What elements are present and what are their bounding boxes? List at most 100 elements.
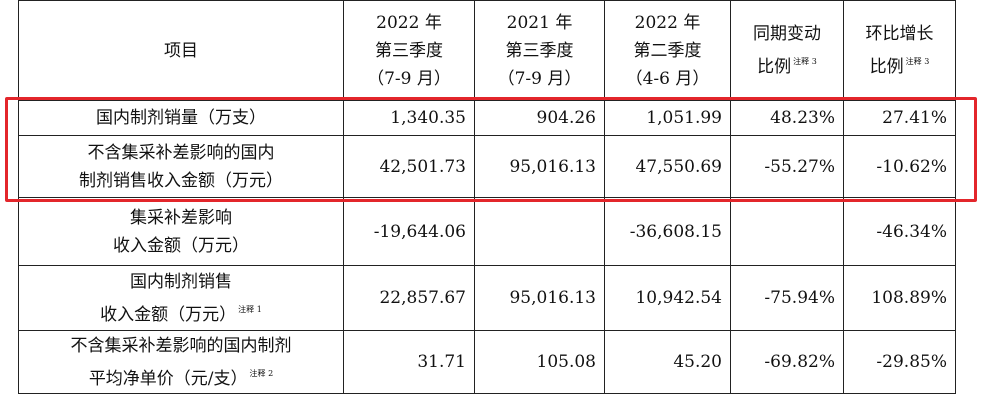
value-text: 95,016.13 xyxy=(509,288,596,308)
value-cell: 95,016.13 xyxy=(474,135,605,198)
value-text: -69.82% xyxy=(764,352,835,372)
header-line-text: 2022 年 xyxy=(634,12,701,33)
header-line: 第三季度 xyxy=(352,37,466,65)
value-cell xyxy=(730,197,844,266)
header-line-text: 项目 xyxy=(164,40,198,61)
header-cell: 2022 年第二季度 （4-6 月） xyxy=(604,0,731,101)
value-cell: 95,016.13 xyxy=(474,265,605,331)
header-line: （7-9 月） xyxy=(352,65,466,93)
header-line-text: （4-6 月） xyxy=(625,68,710,89)
header-line-text: 环比增长 xyxy=(865,24,934,44)
note-mark: 注释 1 xyxy=(238,304,262,314)
label-line: 平均净单价（元/支） 注释 2 xyxy=(27,360,335,393)
label-line-text: 国内制剂销量（万支） xyxy=(96,108,266,128)
header-line-text: 同期变动 xyxy=(753,24,821,44)
value-cell: -36,608.15 xyxy=(604,197,731,266)
value-cell: -75.94% xyxy=(730,265,844,331)
value-text: 31.71 xyxy=(417,352,466,372)
label-line-text: 不含集采补差影响的国内 xyxy=(87,142,275,163)
header-line: 环比增长 xyxy=(852,20,947,48)
value-text: -36,608.15 xyxy=(629,221,722,242)
note-mark: 注释 3 xyxy=(905,57,930,66)
header-line-text: 2021 年 xyxy=(506,12,573,33)
header-line: 比例 注释 3 xyxy=(852,48,947,81)
header-line-text: 比例 xyxy=(757,57,792,77)
value-cell: 45.20 xyxy=(604,330,731,394)
value-text: 904.26 xyxy=(536,108,596,128)
value-text: 42,501.73 xyxy=(379,156,466,177)
value-cell: 1,340.35 xyxy=(343,100,475,136)
header-line-text: 第二季度 xyxy=(633,40,702,61)
value-text: 95,016.13 xyxy=(509,156,596,177)
header-row: 项目 2022 年第三季度 （7-9 月） 2021 年第三季度 （7-9 月） 2022… xyxy=(18,0,956,101)
value-text: 22,857.67 xyxy=(379,288,466,308)
value-cell: 10,942.54 xyxy=(604,265,731,331)
value-cell: 904.26 xyxy=(474,100,605,136)
value-cell: 42,501.73 xyxy=(343,135,475,198)
table-row: 国内制剂销售收入金额（万元） 注释 1 22,857.67 95,016.13 10,9… xyxy=(18,265,956,331)
header-line: （4-6 月） xyxy=(613,65,722,93)
row-label: 集采补差影响收入金额（万元） xyxy=(18,197,344,266)
note-mark: 注释 3 xyxy=(793,57,817,66)
value-cell xyxy=(474,197,605,266)
value-text: -10.62% xyxy=(876,156,947,177)
label-line-text: 国内制剂销售 xyxy=(130,271,232,292)
label-line: 收入金额（万元） xyxy=(27,232,335,260)
row-label: 不含集采补差影响的国内制剂 平均净单价（元/支） 注释 2 xyxy=(18,330,344,394)
row-label: 国内制剂销量（万支） xyxy=(18,100,344,136)
header-line-text: 第三季度 xyxy=(505,40,574,61)
header-line: 项目 xyxy=(27,37,335,65)
table-row: 不含集采补差影响的国内制剂 平均净单价（元/支） 注释 2 31.71 105.08 45… xyxy=(18,330,956,394)
header-line: 第三季度 xyxy=(483,37,596,65)
value-cell: 27.41% xyxy=(843,100,956,136)
value-text: -46.34% xyxy=(876,221,947,242)
table-row: 国内制剂销量（万支） 1,340.35 904.26 1,051.99 48.23% 27… xyxy=(18,100,956,136)
header-cell: 项目 xyxy=(18,0,344,101)
header-line: 同期变动 xyxy=(739,20,835,48)
table-row: 不含集采补差影响的国内 制剂销售收入金额（万元） 42,501.73 95,016.1… xyxy=(18,135,956,198)
value-text: 48.23% xyxy=(770,108,835,128)
value-cell: 108.89% xyxy=(843,265,956,331)
header-line-text: （7-9 月） xyxy=(367,68,451,89)
value-text: 1,340.35 xyxy=(390,108,466,128)
label-line: 不含集采补差影响的国内制剂 xyxy=(27,332,335,360)
table-row: 集采补差影响 收入金额（万元） -19,644.06 -36,608.15 -46.34… xyxy=(18,197,956,266)
header-line: 2021 年 xyxy=(483,9,596,37)
value-text: 105.08 xyxy=(536,352,596,372)
header-line: 比例 注释 3 xyxy=(739,48,835,81)
value-text: -55.27% xyxy=(764,156,835,177)
header-line-text: 2022 年 xyxy=(376,12,442,33)
value-cell: 47,550.69 xyxy=(604,135,731,198)
label-line: 收入金额（万元） 注释 1 xyxy=(27,296,335,329)
value-cell: 105.08 xyxy=(474,330,605,394)
value-cell: -69.82% xyxy=(730,330,844,394)
value-cell: -55.27% xyxy=(730,135,844,198)
highlight-box xyxy=(5,97,977,202)
header-line-text: （7-9 月） xyxy=(497,68,582,89)
note-mark: 注释 2 xyxy=(249,368,274,378)
row-label: 不含集采补差影响的国内 制剂销售收入金额（万元） xyxy=(18,135,344,198)
header-line: 2022 年 xyxy=(352,9,466,37)
label-line: 集采补差影响 xyxy=(27,204,335,232)
header-line-text: 第三季度 xyxy=(375,40,443,61)
header-line: （7-9 月） xyxy=(483,65,596,93)
label-line-text: 收入金额（万元） xyxy=(113,235,249,256)
value-cell: 22,857.67 xyxy=(343,265,475,331)
header-line: 第二季度 xyxy=(613,37,722,65)
label-line-text: 制剂销售收入金额（万元） xyxy=(79,170,283,191)
label-line-text: 收入金额（万元） xyxy=(100,304,237,325)
label-line: 国内制剂销量（万支） xyxy=(27,104,335,132)
value-cell: 1,051.99 xyxy=(604,100,731,136)
value-text: 47,550.69 xyxy=(635,156,722,177)
value-cell: -29.85% xyxy=(843,330,956,394)
value-cell: -46.34% xyxy=(843,197,956,266)
data-table: 项目 2022 年第三季度 （7-9 月） 2021 年第三季度 （7-9 月） 2022… xyxy=(18,0,956,394)
label-line: 国内制剂销售 xyxy=(27,268,335,296)
label-line-text: 平均净单价（元/支） xyxy=(88,368,248,389)
label-line: 制剂销售收入金额（万元） xyxy=(27,167,335,195)
row-label: 国内制剂销售收入金额（万元） 注释 1 xyxy=(18,265,344,331)
label-line: 不含集采补差影响的国内 xyxy=(27,139,335,167)
header-line: 2022 年 xyxy=(613,9,722,37)
value-text: 45.20 xyxy=(673,352,722,372)
